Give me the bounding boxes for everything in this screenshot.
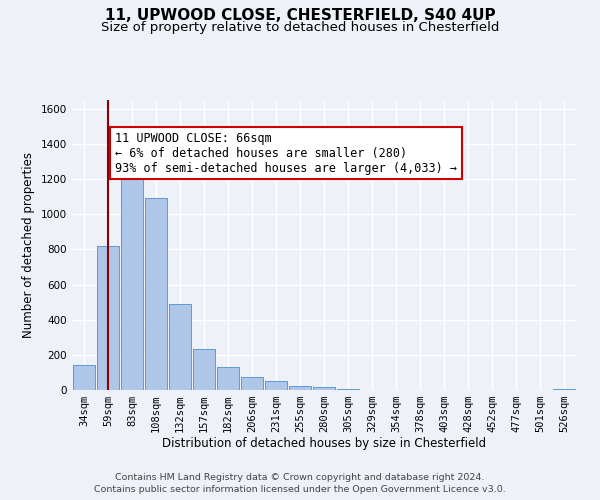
Bar xyxy=(241,377,263,390)
Text: 11 UPWOOD CLOSE: 66sqm
← 6% of detached houses are smaller (280)
93% of semi-det: 11 UPWOOD CLOSE: 66sqm ← 6% of detached … xyxy=(115,132,457,174)
Bar xyxy=(265,381,287,390)
Bar xyxy=(313,387,335,390)
Bar xyxy=(217,367,239,390)
Text: 11, UPWOOD CLOSE, CHESTERFIELD, S40 4UP: 11, UPWOOD CLOSE, CHESTERFIELD, S40 4UP xyxy=(104,8,496,22)
Bar xyxy=(145,198,167,390)
Bar xyxy=(553,388,575,390)
Bar xyxy=(337,389,359,390)
Bar xyxy=(73,366,95,390)
Text: Contains HM Land Registry data © Crown copyright and database right 2024.: Contains HM Land Registry data © Crown c… xyxy=(115,472,485,482)
Text: Size of property relative to detached houses in Chesterfield: Size of property relative to detached ho… xyxy=(101,21,499,34)
Bar xyxy=(193,348,215,390)
Bar xyxy=(97,246,119,390)
Bar xyxy=(289,386,311,390)
Text: Contains public sector information licensed under the Open Government Licence v3: Contains public sector information licen… xyxy=(94,485,506,494)
Bar xyxy=(169,304,191,390)
Y-axis label: Number of detached properties: Number of detached properties xyxy=(22,152,35,338)
Text: Distribution of detached houses by size in Chesterfield: Distribution of detached houses by size … xyxy=(162,438,486,450)
Bar xyxy=(121,164,143,390)
